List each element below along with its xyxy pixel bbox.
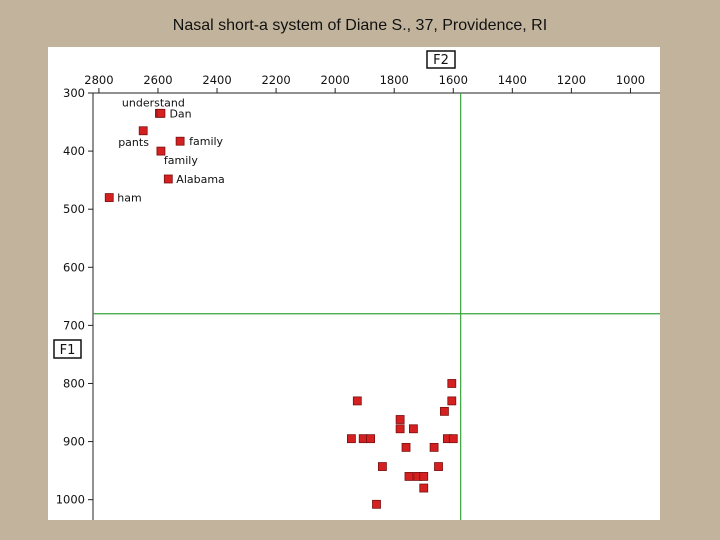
- point-label: family: [164, 154, 198, 167]
- x-ticks: 2800 2600 2400 2200 2000 1800 1600 1400 1200 1000: [84, 73, 645, 93]
- x-tick-label: 1600: [439, 73, 468, 87]
- data-point: [378, 462, 387, 471]
- plot-panel: 2800 2600 2400 2200 2000 1800 1600 1400 1200 1000…: [48, 47, 660, 520]
- x-tick-label: 2800: [84, 73, 113, 87]
- data-point: [104, 193, 114, 202]
- axes: [92, 92, 660, 520]
- y-axis-label: F1: [60, 343, 76, 358]
- data-point: [440, 406, 449, 416]
- data-point: [448, 434, 458, 444]
- point-label: Dan: [169, 107, 191, 120]
- data-point: [156, 108, 166, 118]
- data-point: [175, 136, 185, 146]
- slide-title: Nasal short-a system of Diane S., 37, Pr…: [172, 17, 548, 34]
- point-label: Alabama: [176, 173, 225, 186]
- x-tick-label: 1800: [380, 73, 409, 87]
- data-point: [395, 415, 405, 424]
- x-tick-label: 2400: [202, 73, 231, 87]
- reference-lines: [93, 93, 660, 520]
- data-point: [404, 472, 414, 481]
- y-tick-label: 700: [63, 318, 85, 332]
- point-label: ham: [117, 192, 141, 205]
- data-point: [358, 434, 368, 444]
- y-axis-label-box: F1: [53, 339, 82, 359]
- y-tick-label: 500: [63, 202, 85, 216]
- data-point: [346, 434, 356, 444]
- point-label: pants: [118, 136, 149, 149]
- data-point: [409, 424, 418, 434]
- y-tick-label: 800: [63, 376, 85, 390]
- data-point: [434, 462, 443, 471]
- data-point: [447, 396, 457, 406]
- x-axis-label: F2: [433, 53, 449, 68]
- data-points: [104, 108, 458, 509]
- data-point: [395, 424, 405, 434]
- y-tick-label: 400: [63, 144, 85, 158]
- y-tick-label: 600: [63, 260, 85, 274]
- x-tick-label: 2600: [143, 73, 172, 87]
- y-ticks: 300 400 500 600 700 800 900 1000: [56, 86, 93, 507]
- scatter-chart: 2800 2600 2400 2200 2000 1800 1600 1400 1200 1000…: [53, 50, 660, 520]
- x-tick-label: 1200: [557, 73, 586, 87]
- point-label: family: [189, 135, 223, 148]
- data-point: [401, 442, 411, 452]
- x-axis-label-box: F2: [426, 50, 456, 69]
- data-point: [163, 174, 173, 184]
- data-point: [429, 442, 439, 452]
- x-tick-label: 1000: [616, 73, 645, 87]
- data-point: [366, 434, 375, 444]
- y-tick-label: 900: [63, 435, 85, 449]
- data-point: [447, 379, 457, 388]
- x-tick-label: 2200: [261, 73, 290, 87]
- data-point: [352, 396, 362, 406]
- data-point: [372, 499, 381, 509]
- y-tick-label: 300: [63, 86, 85, 100]
- data-point: [419, 472, 429, 481]
- x-tick-label: 1400: [498, 73, 527, 87]
- x-tick-label: 2000: [321, 73, 350, 87]
- data-point: [138, 126, 148, 136]
- y-tick-label: 1000: [56, 493, 85, 507]
- point-label: understand: [122, 96, 185, 109]
- data-point: [419, 483, 429, 493]
- data-point: [156, 146, 166, 156]
